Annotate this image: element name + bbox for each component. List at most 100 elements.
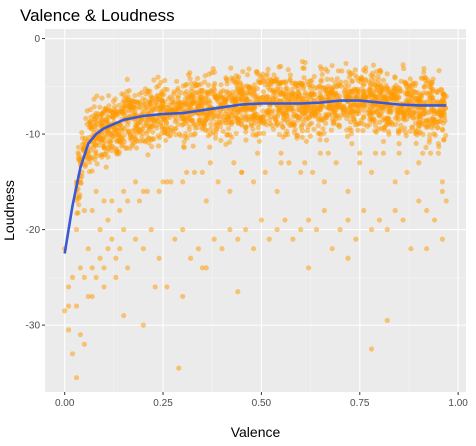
data-point xyxy=(256,138,262,144)
data-point xyxy=(171,91,177,97)
data-point xyxy=(294,132,300,139)
data-point xyxy=(78,180,84,186)
data-point xyxy=(431,110,437,116)
data-point xyxy=(225,125,232,132)
data-point xyxy=(212,135,219,141)
y-axis-label: Loudness xyxy=(1,180,17,241)
data-point xyxy=(156,255,162,261)
data-point xyxy=(254,71,261,77)
data-point xyxy=(322,120,329,126)
data-point xyxy=(355,90,361,97)
data-point xyxy=(426,80,433,86)
data-point xyxy=(415,107,421,113)
data-point xyxy=(274,86,280,93)
data-point xyxy=(97,227,103,233)
data-point xyxy=(184,135,190,141)
data-point xyxy=(421,111,428,117)
data-point xyxy=(153,115,159,121)
data-point xyxy=(426,139,432,145)
data-point xyxy=(99,116,105,122)
data-point xyxy=(191,169,198,175)
data-point xyxy=(251,121,257,127)
data-point xyxy=(125,94,131,100)
data-point xyxy=(443,132,449,139)
data-point xyxy=(430,122,437,128)
data-point xyxy=(76,202,82,208)
data-point xyxy=(300,65,306,71)
data-point xyxy=(285,67,291,73)
data-point xyxy=(316,106,322,112)
data-point xyxy=(168,127,174,134)
data-point xyxy=(82,163,88,170)
data-point xyxy=(158,79,164,86)
data-point xyxy=(345,255,351,261)
data-point xyxy=(311,73,317,80)
data-point xyxy=(211,236,217,242)
data-point xyxy=(182,91,188,97)
data-point xyxy=(345,188,351,194)
data-point xyxy=(368,346,375,352)
data-point xyxy=(122,103,128,109)
data-point xyxy=(237,95,243,101)
data-point xyxy=(373,129,379,135)
data-point xyxy=(431,217,438,223)
data-point xyxy=(215,179,221,185)
data-point xyxy=(163,137,169,144)
data-point xyxy=(81,274,87,280)
data-point xyxy=(251,91,257,97)
data-point xyxy=(110,98,117,104)
data-point xyxy=(168,179,174,185)
data-point xyxy=(246,66,252,72)
data-point xyxy=(409,124,415,130)
data-point xyxy=(166,102,173,108)
data-point xyxy=(255,125,261,131)
data-point xyxy=(267,87,273,93)
data-point xyxy=(336,82,342,89)
data-point xyxy=(329,246,335,252)
data-point xyxy=(395,108,401,114)
data-point xyxy=(372,122,379,128)
data-point xyxy=(205,133,211,139)
data-point xyxy=(273,78,279,84)
data-point xyxy=(152,102,158,109)
data-point xyxy=(258,217,265,223)
data-point xyxy=(123,145,129,151)
data-point xyxy=(407,128,413,134)
data-point xyxy=(343,79,349,85)
data-point xyxy=(119,91,125,97)
data-point xyxy=(266,96,273,102)
data-point xyxy=(334,95,341,101)
data-point xyxy=(293,82,299,88)
data-point xyxy=(437,118,444,124)
data-point xyxy=(327,105,333,111)
data-point xyxy=(333,116,339,122)
data-point xyxy=(88,114,94,120)
data-point xyxy=(392,95,398,102)
data-point xyxy=(385,129,392,135)
data-point xyxy=(270,93,276,99)
data-point xyxy=(321,179,327,185)
data-point xyxy=(278,160,284,166)
data-point xyxy=(199,265,205,271)
data-point xyxy=(290,236,296,242)
data-point xyxy=(107,139,113,145)
data-point xyxy=(436,67,442,74)
data-point xyxy=(124,76,130,83)
data-point xyxy=(227,188,233,194)
data-point xyxy=(131,104,137,111)
data-point xyxy=(105,146,112,152)
data-point xyxy=(260,94,266,100)
y-tick-label: -30 xyxy=(26,321,41,332)
data-point xyxy=(312,91,318,98)
data-point xyxy=(392,75,398,81)
data-point xyxy=(324,76,330,82)
data-point xyxy=(268,109,275,115)
data-point xyxy=(317,150,324,156)
data-point xyxy=(133,145,140,151)
data-point xyxy=(154,125,160,131)
data-point xyxy=(406,107,412,113)
data-point xyxy=(443,198,449,204)
data-point xyxy=(292,126,298,133)
data-point xyxy=(194,75,201,82)
